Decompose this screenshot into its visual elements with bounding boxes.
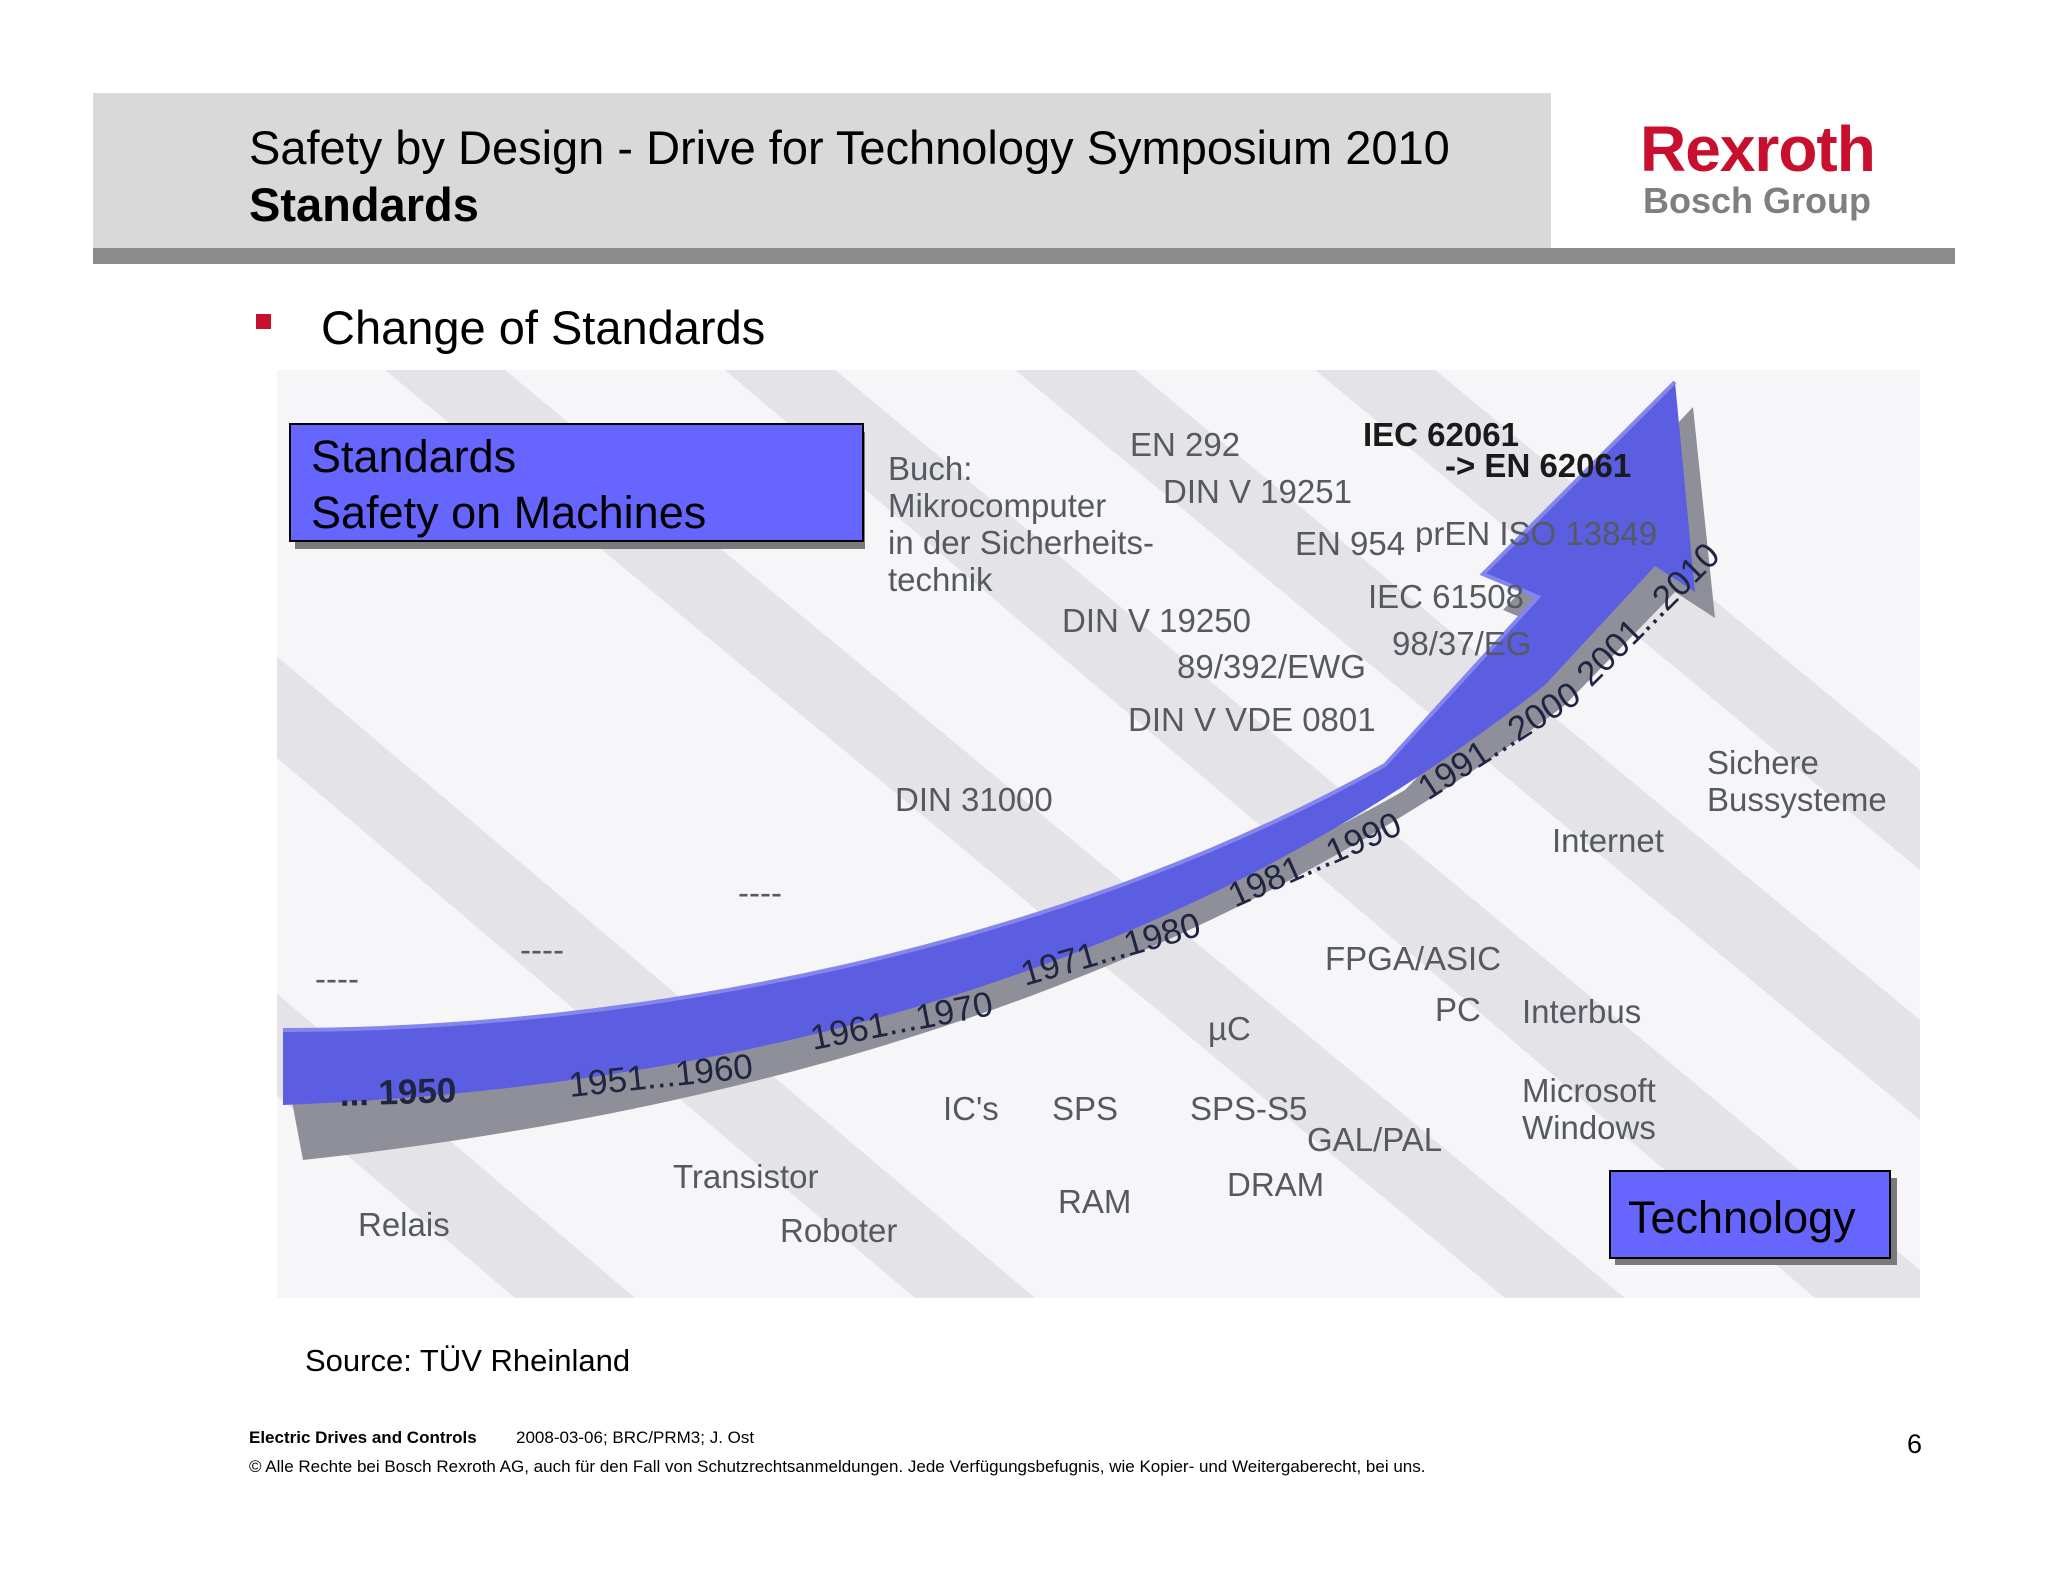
label-sps-s5: SPS-S5	[1190, 1090, 1307, 1127]
label-bussysteme: Bussysteme	[1707, 781, 1887, 818]
label-iec-62061: IEC 62061	[1363, 416, 1519, 453]
label-windows: Windows	[1522, 1109, 1656, 1146]
footer-meta: 2008-03-06; BRC/PRM3; J. Ost	[516, 1428, 755, 1447]
label-89-392-ewg: 89/392/EWG	[1177, 648, 1366, 685]
label-ram: RAM	[1058, 1183, 1131, 1220]
technology-box	[1609, 1170, 1891, 1259]
header-bar	[93, 93, 1551, 248]
label-buch-4: technik	[888, 561, 993, 598]
label-pc: PC	[1435, 991, 1481, 1028]
label-roboter: Roboter	[780, 1212, 897, 1249]
year-label-1950: ... 1950	[339, 1071, 457, 1114]
standards-timeline-diagram: ... 1950 1951...1960 1961...1970 1971...…	[277, 370, 1920, 1298]
standards-dash-1960: ----	[520, 931, 564, 968]
label-relais: Relais	[358, 1206, 450, 1243]
standards-dash-1950: ----	[315, 960, 359, 997]
label-fpga-asic: FPGA/ASIC	[1325, 940, 1501, 977]
label-pren-iso-13849: prEN ISO 13849	[1415, 515, 1657, 552]
label-en-954: EN 954	[1295, 525, 1405, 562]
bosch-group-logo: Bosch Group	[1643, 180, 1872, 221]
label-buch-1: Buch:	[888, 450, 972, 487]
standards-box	[289, 423, 864, 542]
label-en-62061: -> EN 62061	[1445, 447, 1631, 484]
source-note: Source: TÜV Rheinland	[305, 1343, 631, 1378]
header-rule	[93, 248, 1955, 264]
rexroth-logo: Rexroth	[1640, 113, 1876, 185]
page-number: 6	[1907, 1429, 1923, 1459]
label-din-31000: DIN 31000	[895, 781, 1053, 818]
standards-box-line2: Safety on Machines	[311, 487, 706, 538]
label-din-v-19251: DIN V 19251	[1163, 473, 1352, 510]
standards-dash-1970: ----	[738, 874, 782, 911]
label-buch-2: Mikrocomputer	[888, 487, 1106, 524]
label-98-37-eg: 98/37/EG	[1392, 625, 1531, 662]
bullet-square-icon	[256, 314, 271, 329]
footer-copyright: © Alle Rechte bei Bosch Rexroth AG, auch…	[249, 1457, 1426, 1476]
label-buch-3: in der Sicherheits-	[888, 524, 1154, 561]
slide-title: Safety by Design - Drive for Technology …	[249, 121, 1450, 174]
label-gal-pal: GAL/PAL	[1307, 1121, 1442, 1158]
label-microcontroller: µC	[1208, 1010, 1251, 1047]
label-ics: IC's	[943, 1090, 999, 1127]
timeline-arrow-highlight	[282, 380, 1677, 1032]
label-din-v-vde-0801: DIN V VDE 0801	[1128, 701, 1376, 738]
bullet-text: Change of Standards	[321, 301, 766, 354]
label-din-v-19250: DIN V 19250	[1062, 602, 1251, 639]
standards-box-line1: Standards	[311, 431, 516, 482]
label-transistor: Transistor	[673, 1158, 818, 1195]
timeline-arrow	[283, 382, 1695, 1105]
label-interbus: Interbus	[1522, 993, 1641, 1030]
label-dram: DRAM	[1227, 1166, 1324, 1203]
label-sps: SPS	[1052, 1090, 1118, 1127]
technology-box-label: Technology	[1628, 1192, 1856, 1243]
label-iec-61508: IEC 61508	[1368, 578, 1524, 615]
label-microsoft: Microsoft	[1522, 1072, 1656, 1109]
slide-subtitle: Standards	[249, 178, 479, 231]
label-sichere: Sichere	[1707, 744, 1819, 781]
label-en-292: EN 292	[1130, 426, 1240, 463]
label-internet: Internet	[1552, 822, 1664, 859]
footer-company: Electric Drives and Controls	[249, 1428, 477, 1447]
